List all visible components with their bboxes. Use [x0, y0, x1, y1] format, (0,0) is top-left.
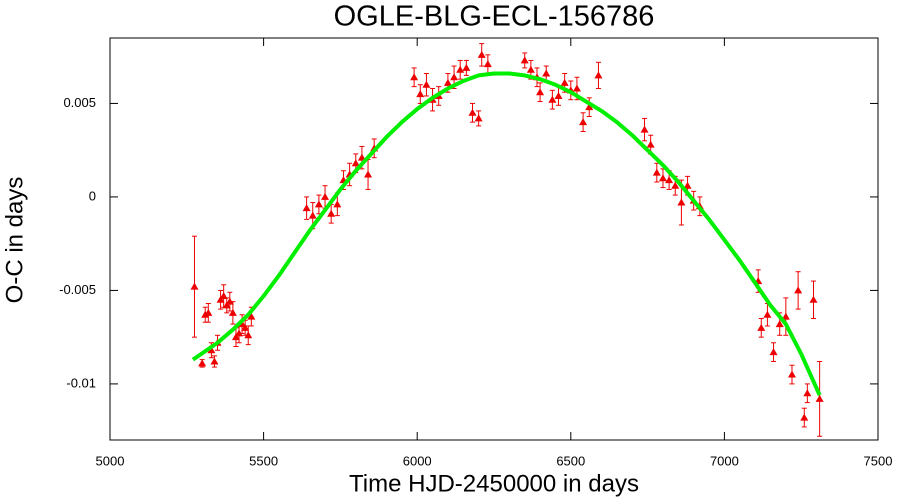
- data-point: [314, 200, 323, 208]
- data-point: [443, 78, 452, 86]
- data-point: [198, 359, 207, 367]
- y-tick-label: 0.005: [63, 95, 96, 110]
- data-point: [321, 192, 330, 200]
- data-point: [219, 292, 228, 300]
- data-point: [677, 198, 686, 206]
- data-point: [225, 297, 234, 305]
- data-point: [800, 413, 809, 421]
- data-point: [652, 168, 661, 176]
- data-point: [450, 73, 459, 81]
- data-point: [190, 282, 199, 290]
- data-point: [815, 394, 824, 402]
- data-point: [204, 308, 213, 316]
- x-tick-label: 6500: [556, 453, 585, 468]
- data-point: [560, 78, 569, 86]
- data-point: [235, 329, 244, 337]
- fit-line: [191, 71, 822, 396]
- data-point: [474, 114, 483, 122]
- data-point: [231, 333, 240, 341]
- data-point: [207, 346, 216, 354]
- plot-frame: [109, 37, 879, 441]
- data-point: [548, 95, 557, 103]
- data-point: [327, 209, 336, 217]
- data-point: [351, 159, 360, 167]
- data-point: [763, 310, 772, 318]
- data-point: [416, 90, 425, 98]
- data-point: [542, 69, 551, 77]
- chart-title: OGLE-BLG-ECL-156786: [334, 1, 655, 33]
- data-point: [364, 170, 373, 178]
- data-point: [757, 323, 766, 331]
- data-point: [554, 91, 563, 99]
- data-point: [333, 200, 342, 208]
- x-tick-label: 5500: [249, 453, 278, 468]
- data-point: [646, 140, 655, 148]
- data-point: [809, 295, 818, 303]
- data-point: [222, 301, 231, 309]
- data-point: [410, 73, 419, 81]
- data-point: [683, 181, 692, 189]
- data-point: [769, 348, 778, 356]
- data-point: [216, 295, 225, 303]
- data-point: [302, 204, 311, 212]
- y-tick-label: 0: [89, 188, 96, 203]
- data-point: [308, 211, 317, 219]
- data-point: [671, 181, 680, 189]
- x-tick-label: 7000: [710, 453, 739, 468]
- data-point: [201, 310, 210, 318]
- data-point: [803, 389, 812, 397]
- x-tick-label: 5000: [96, 453, 125, 468]
- data-point: [572, 84, 581, 92]
- data-point: [594, 71, 603, 79]
- data-point: [536, 88, 545, 96]
- data-point: [228, 308, 237, 316]
- data-point: [468, 108, 477, 116]
- data-point: [526, 65, 535, 73]
- data-point: [658, 174, 667, 182]
- data-point: [665, 176, 674, 184]
- data-point: [781, 312, 790, 320]
- data-point: [520, 56, 529, 64]
- x-axis-label: Time HJD-2450000 in days: [349, 470, 639, 497]
- y-axis-label: O-C in days: [1, 177, 28, 304]
- data-point: [775, 320, 784, 328]
- data-point: [462, 63, 471, 71]
- data-point: [477, 50, 486, 58]
- data-point: [579, 118, 588, 126]
- x-tick-label: 7500: [864, 453, 893, 468]
- x-tick-label: 6000: [403, 453, 432, 468]
- y-tick-label: -0.01: [66, 375, 96, 390]
- data-point: [210, 357, 219, 365]
- data-point: [247, 312, 256, 320]
- data-point: [640, 125, 649, 133]
- y-tick-label: -0.005: [59, 282, 96, 297]
- data-point: [585, 103, 594, 111]
- data-point: [787, 370, 796, 378]
- data-point: [244, 331, 253, 339]
- data-point: [241, 323, 250, 331]
- data-point: [422, 80, 431, 88]
- data-point: [794, 286, 803, 294]
- data-point: [483, 60, 492, 68]
- data-point: [456, 65, 465, 73]
